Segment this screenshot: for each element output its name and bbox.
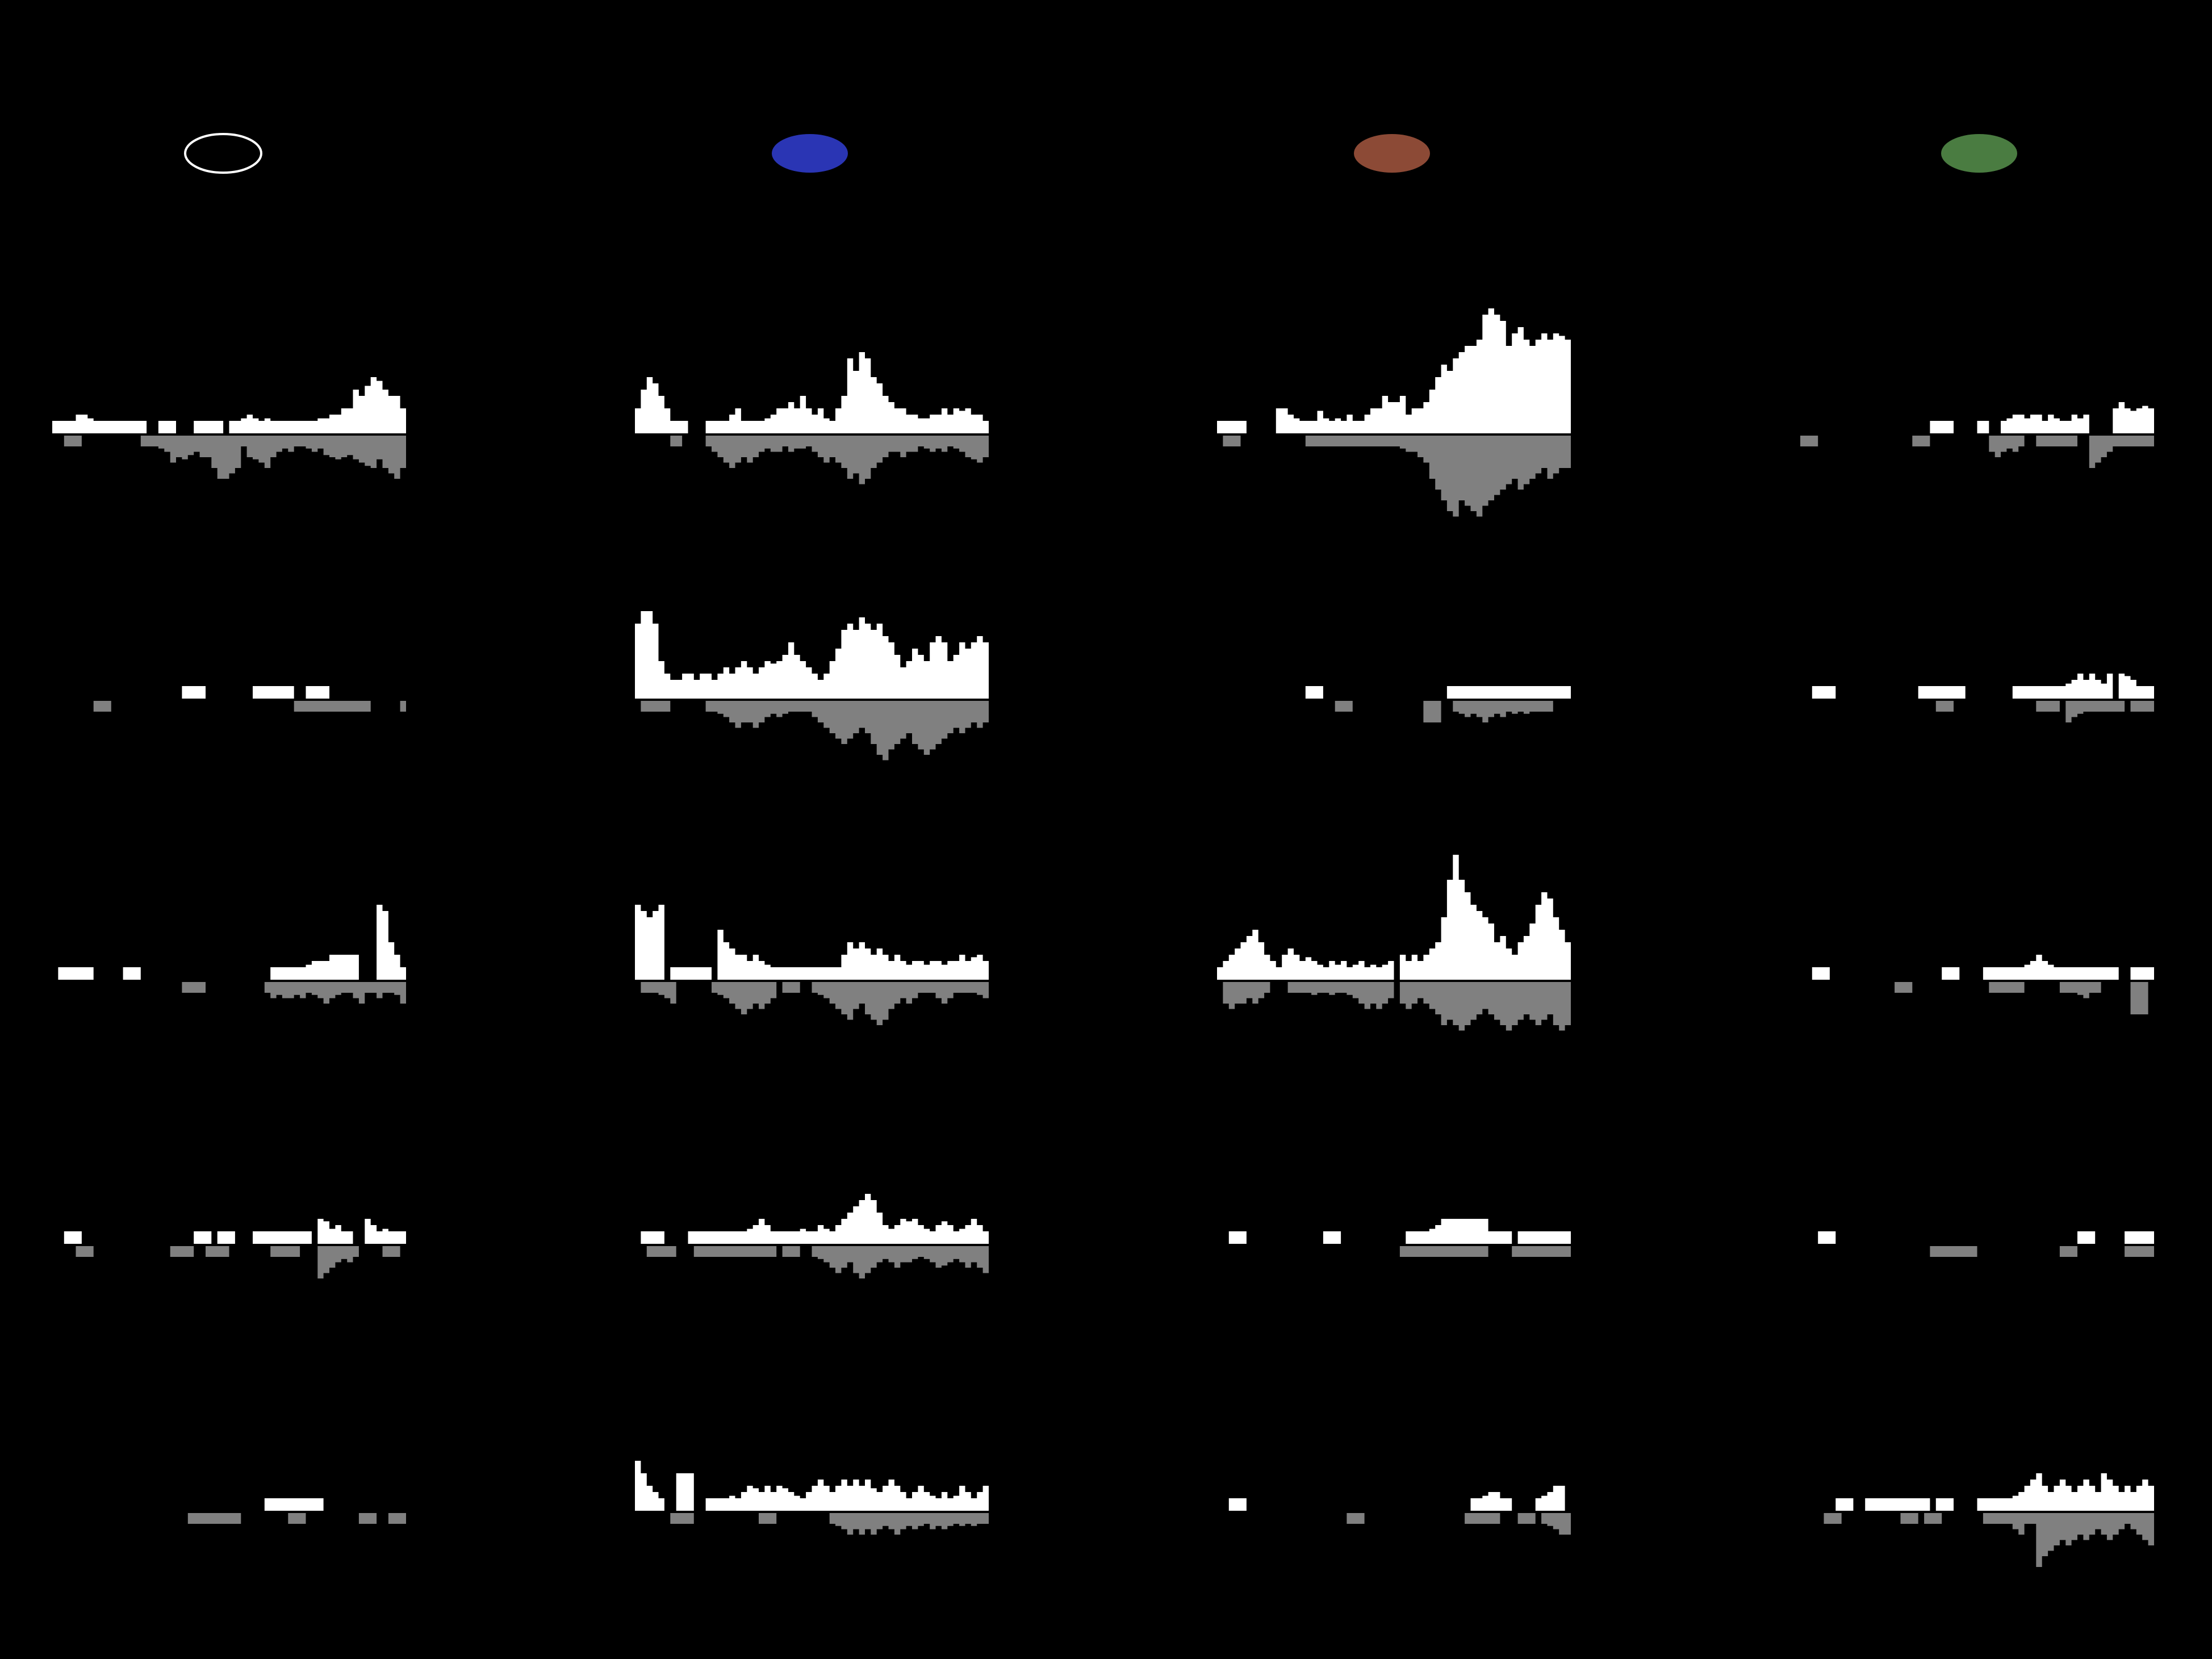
panel-r4-c1 [52,1219,406,1278]
panel-r1-c3 [1217,308,1571,517]
negative-area [52,701,406,712]
negative-area [1800,1513,2154,1567]
positive-area [1217,855,1571,980]
column-marker-3 [1354,134,1430,173]
column-marker-1 [184,133,262,174]
panel-r4-c3 [1217,1219,1571,1257]
positive-area [52,1219,406,1244]
panel-r3-c2 [635,905,989,1025]
negative-area [1217,1246,1571,1257]
negative-area [1800,701,2154,722]
positive-area [52,905,406,980]
positive-area [635,905,989,980]
positive-area [635,611,989,699]
negative-area [1800,1246,2154,1257]
negative-area [52,1513,406,1524]
positive-area [1800,955,2154,980]
column-markers [184,133,2017,174]
positive-area [635,352,989,433]
panel-r4-c2 [635,1194,989,1278]
panel-r2-c4 [1800,674,2154,722]
positive-area [52,1498,406,1511]
negative-area [1217,982,1571,1031]
negative-area [1800,436,2154,468]
positive-area [1800,402,2154,433]
panel-r2-c2 [635,611,989,760]
panel-r3-c1 [52,905,406,1004]
chart-panels [52,308,2154,1567]
positive-area [1217,1486,1571,1511]
negative-area [52,1246,406,1278]
panel-r3-c4 [1800,955,2154,1014]
column-marker-4 [1941,134,2017,173]
positive-area [1217,308,1571,433]
negative-area [1217,436,1571,517]
positive-area [1217,1219,1571,1244]
column-marker-2 [772,134,848,173]
positive-area [52,377,406,433]
negative-area [635,1246,989,1278]
negative-area [635,982,989,1025]
negative-area [1217,1513,1571,1535]
panel-r2-c3 [1217,686,1571,722]
negative-area [52,436,406,479]
panel-r5-c4 [1800,1473,2154,1567]
positive-area [635,1461,989,1511]
positive-area [1800,674,2154,699]
panel-r5-c1 [52,1498,406,1524]
positive-area [1800,1231,2154,1244]
panel-r3-c3 [1217,855,1571,1031]
panel-r5-c3 [1217,1486,1571,1535]
negative-area [52,982,406,1004]
negative-area [635,701,989,760]
positive-area [1217,686,1571,699]
negative-area [1800,982,2154,1014]
panel-r2-c1 [52,686,406,712]
positive-area [52,686,406,699]
negative-area [635,436,989,484]
positive-area [1800,1473,2154,1511]
panel-r1-c1 [52,377,406,479]
panel-r1-c2 [635,352,989,484]
panel-r4-c4 [1800,1231,2154,1257]
negative-area [1217,701,1571,722]
panel-r1-c4 [1800,402,2154,468]
panel-r5-c2 [635,1461,989,1535]
negative-area [635,1513,989,1535]
positive-area [635,1194,989,1244]
